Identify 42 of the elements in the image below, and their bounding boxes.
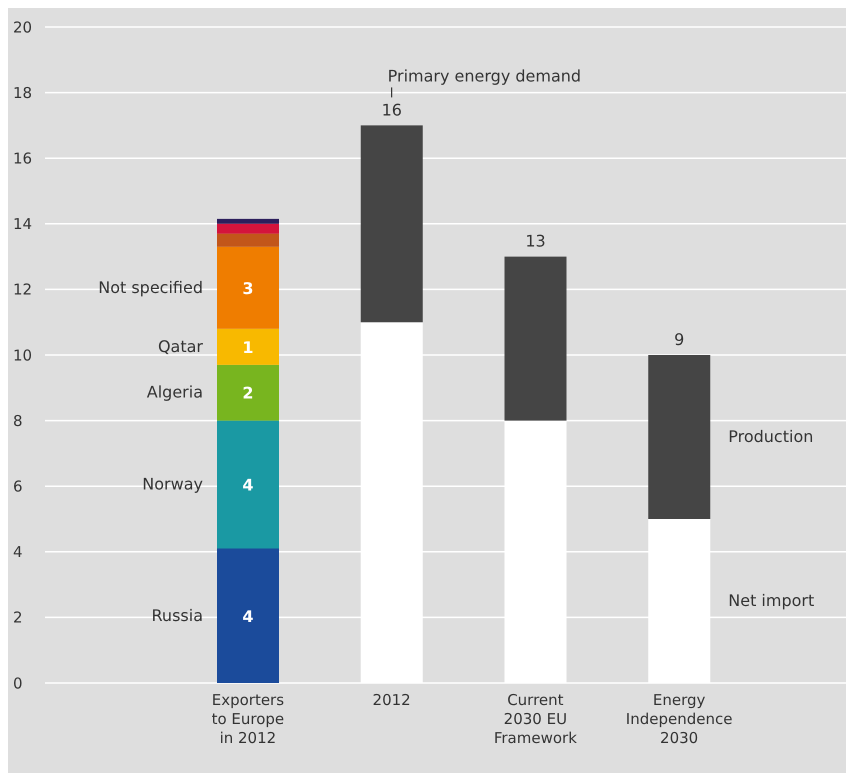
y-tick-label: 20 [13, 18, 32, 36]
x-tick-label: Current 2030 EU Framework [494, 691, 578, 747]
total-label: 16 [382, 100, 402, 120]
series-label: Qatar [158, 336, 204, 356]
y-tick-label: 2 [13, 608, 23, 627]
y-tick-label: 4 [13, 543, 23, 562]
bar [217, 234, 279, 247]
y-tick-label: 10 [13, 346, 32, 364]
y-tick-label: 18 [13, 84, 32, 102]
y-tick-label: 8 [13, 412, 23, 430]
bar [217, 328, 279, 365]
x-tick-label: 2012 [372, 691, 411, 709]
series-label: Russia [152, 606, 203, 625]
y-tick-label: 12 [13, 280, 32, 299]
bar [217, 548, 279, 683]
series-label: Net import [728, 591, 814, 610]
bar [360, 125, 423, 322]
bar [217, 364, 279, 421]
series-label: Production [728, 427, 814, 446]
bar [648, 355, 710, 519]
bar [217, 246, 279, 329]
data-label: 2 [242, 384, 254, 403]
y-tick-label: 6 [13, 478, 23, 496]
annotation: Primary energy demand [388, 66, 582, 86]
total-label: 9 [674, 330, 684, 349]
series-label: Algeria [146, 382, 203, 402]
bar [504, 256, 566, 421]
bar [217, 224, 279, 234]
x-tick-label: Energy Independence 2030 [626, 691, 732, 747]
bar [217, 218, 279, 224]
data-label: 3 [242, 278, 254, 298]
total-label: 13 [525, 232, 546, 251]
bar [217, 420, 279, 549]
y-tick-label: 16 [13, 150, 32, 168]
x-tick-label: Exporters to Europe in 2012 [212, 691, 284, 747]
y-tick-label: 0 [13, 674, 23, 692]
data-label: 4 [242, 606, 254, 626]
data-label: 4 [242, 476, 254, 495]
data-label: 1 [242, 338, 254, 357]
series-label: Not specified [98, 278, 203, 297]
y-tick-label: 14 [13, 215, 32, 234]
series-label: Norway [142, 474, 203, 494]
